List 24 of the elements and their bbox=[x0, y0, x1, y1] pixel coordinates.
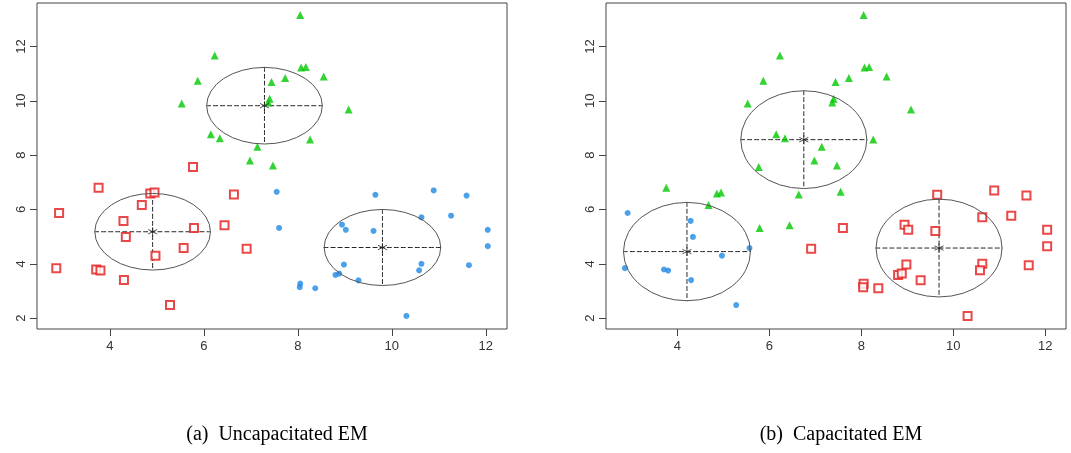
y-tick-label: 8 bbox=[582, 151, 597, 159]
x-tick-label: 10 bbox=[946, 338, 961, 353]
x-tick-label: 12 bbox=[478, 338, 494, 353]
y-tick-label: 2 bbox=[13, 314, 28, 322]
x-tick-label: 8 bbox=[294, 338, 302, 353]
text: (a) Uncapacitated EM bbox=[186, 422, 368, 445]
x-tick-label: 10 bbox=[384, 338, 400, 353]
x-tick-label: 6 bbox=[200, 338, 208, 353]
x-tick-label: 4 bbox=[673, 338, 681, 353]
y-tick-label: 10 bbox=[582, 93, 597, 109]
x-tick-label: 12 bbox=[1038, 338, 1053, 353]
y-tick-label: 4 bbox=[13, 260, 28, 268]
x-tick-label: 6 bbox=[765, 338, 773, 353]
y-tick-label: 6 bbox=[13, 205, 28, 214]
y-tick-label: 2 bbox=[582, 314, 597, 322]
x-tick-label: 8 bbox=[857, 338, 865, 353]
y-tick-label: 8 bbox=[13, 151, 28, 159]
y-tick-label: 12 bbox=[582, 39, 597, 54]
y-tick-label: 6 bbox=[582, 205, 597, 214]
y-tick-label: 4 bbox=[582, 260, 597, 268]
x-tick-label: 4 bbox=[106, 338, 114, 353]
text: (b) Capacitated EM bbox=[759, 422, 923, 445]
y-tick-label: 12 bbox=[13, 39, 28, 54]
y-tick-label: 10 bbox=[13, 93, 28, 109]
